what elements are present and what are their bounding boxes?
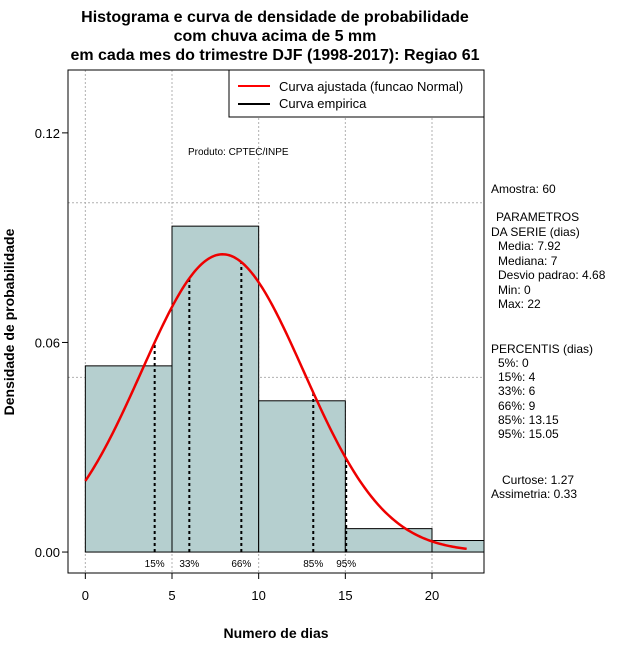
percentile-lines: 15% 33% 66% 85% 95% [145, 262, 356, 570]
percentile-label-2: 66% [231, 559, 251, 570]
y-axis: 0.00 0.06 0.12 [35, 126, 69, 560]
product-annotation: Produto: CPTEC/INPE [188, 147, 289, 158]
legend: Curva ajustada (funcao Normal) Curva emp… [228, 69, 485, 118]
stat-percentis-title: PERCENTIS (dias) [491, 342, 593, 356]
x-tick-label-1: 5 [168, 588, 175, 603]
x-axis: 0 5 10 15 20 [82, 572, 439, 603]
histogram-bars [84, 225, 485, 553]
stat-desvio: Desvio padrao: 4.68 [498, 268, 606, 282]
x-axis-label: Numero de dias [223, 625, 328, 641]
percentile-label-1: 33% [179, 559, 199, 570]
percentile-label-0: 15% [145, 559, 165, 570]
histogram-bar-3 [344, 528, 433, 553]
histogram-bar-4 [431, 540, 485, 553]
legend-label-empirical: Curva empirica [279, 96, 367, 111]
stat-max: Max: 22 [498, 297, 541, 311]
y-tick-label-2: 0.12 [35, 126, 60, 141]
normal-curve [84, 253, 467, 551]
stat-parametros-title: PARAMETROS [496, 210, 579, 224]
title-line-2: com chuva acima de 5 mm [174, 28, 377, 45]
histogram-bar-2 [258, 400, 346, 553]
legend-label-normal: Curva ajustada (funcao Normal) [279, 79, 463, 94]
x-tick-label-3: 15 [338, 588, 352, 603]
stat-parametros-subtitle: DA SERIE (dias) [491, 225, 580, 239]
y-tick-label-1: 0.06 [35, 335, 60, 350]
title-line-1: Histograma e curva de densidade de proba… [81, 9, 469, 26]
stat-min: Min: 0 [498, 283, 531, 297]
stat-p95: 95%: 15.05 [498, 427, 559, 441]
chart-title: Histograma e curva de densidade de proba… [70, 9, 479, 64]
x-tick-label-0: 0 [82, 588, 89, 603]
stat-assimetria: Assimetria: 0.33 [491, 487, 577, 501]
statistics-panel: Amostra: 60 PARAMETROS DA SERIE (dias) M… [491, 182, 606, 501]
stat-p5: 5%: 0 [498, 356, 529, 370]
percentile-label-4: 95% [336, 559, 356, 570]
stat-curtose: Curtose: 1.27 [502, 473, 574, 487]
y-tick-label-0: 0.00 [35, 545, 60, 560]
stat-p66: 66%: 9 [498, 399, 536, 413]
y-axis-label: Densidade de probabilidade [1, 228, 17, 415]
stat-amostra: Amostra: 60 [491, 182, 556, 196]
percentile-label-3: 85% [303, 559, 323, 570]
x-tick-label-2: 10 [251, 588, 265, 603]
stat-p15: 15%: 4 [498, 370, 536, 384]
normal-curve-line [84, 253, 467, 551]
x-tick-label-4: 20 [425, 588, 439, 603]
title-line-3: em cada mes do trimestre DJF (1998-2017)… [70, 47, 479, 64]
stat-p85: 85%: 13.15 [498, 413, 559, 427]
histogram-bar-1 [171, 225, 260, 553]
stat-p33: 33%: 6 [498, 384, 536, 398]
stat-media: Media: 7.92 [498, 239, 561, 253]
stat-mediana: Mediana: 7 [498, 254, 558, 268]
legend-box [228, 69, 485, 118]
